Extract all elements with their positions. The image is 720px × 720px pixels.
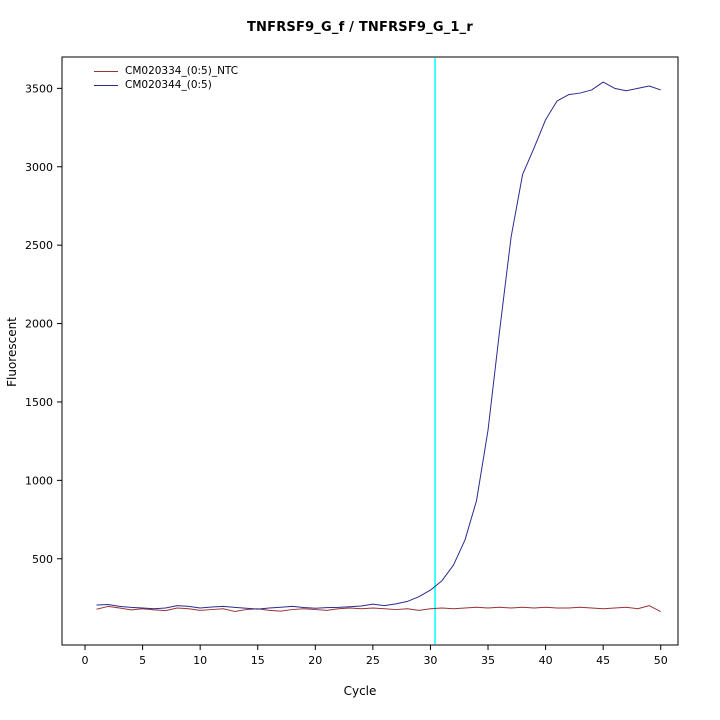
svg-text:40: 40 <box>539 654 553 667</box>
svg-text:3500: 3500 <box>25 82 53 95</box>
svg-text:3000: 3000 <box>25 161 53 174</box>
svg-text:2000: 2000 <box>25 318 53 331</box>
svg-text:500: 500 <box>32 553 53 566</box>
svg-text:10: 10 <box>193 654 207 667</box>
svg-text:35: 35 <box>481 654 495 667</box>
svg-text:50: 50 <box>654 654 668 667</box>
legend-label-ntc: CM020334_(0:5)_NTC <box>125 65 239 77</box>
svg-text:5: 5 <box>139 654 146 667</box>
svg-text:30: 30 <box>423 654 437 667</box>
svg-text:1500: 1500 <box>25 396 53 409</box>
svg-text:2500: 2500 <box>25 239 53 252</box>
legend: CM020334_(0:5)_NTC CM020344_(0:5) <box>94 64 238 92</box>
svg-text:25: 25 <box>366 654 380 667</box>
x-axis-label: Cycle <box>343 684 377 698</box>
svg-text:20: 20 <box>308 654 322 667</box>
legend-item-sample: CM020344_(0:5) <box>94 78 238 92</box>
svg-text:0: 0 <box>82 654 89 667</box>
legend-label-sample: CM020344_(0:5) <box>125 79 212 91</box>
svg-text:45: 45 <box>596 654 610 667</box>
legend-item-ntc: CM020334_(0:5)_NTC <box>94 64 238 78</box>
svg-text:15: 15 <box>251 654 265 667</box>
ntc-line-swatch <box>94 70 118 72</box>
sample-line-swatch <box>94 84 118 86</box>
svg-text:1000: 1000 <box>25 474 53 487</box>
chart-title: TNFRSF9_G_f / TNFRSF9_G_1_r <box>246 20 473 35</box>
